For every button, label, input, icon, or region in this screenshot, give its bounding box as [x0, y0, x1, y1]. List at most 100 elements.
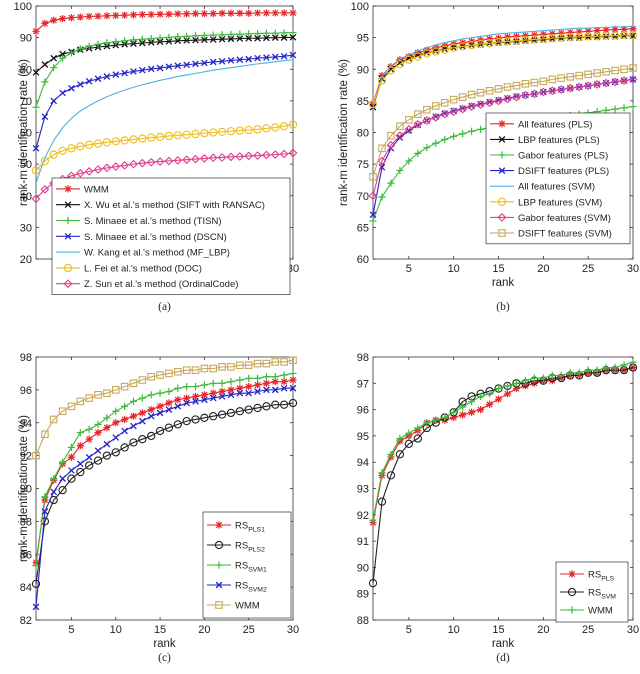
data-point [521, 36, 530, 45]
data-point [130, 68, 137, 75]
x-tick-label: 20 [198, 624, 210, 636]
data-point [254, 34, 261, 42]
data-point [245, 55, 253, 63]
data-point [41, 430, 49, 439]
data-point [405, 157, 413, 165]
data-point [121, 415, 129, 424]
data-point [253, 403, 262, 413]
legend-entry: X. Wu et al.'s method (SIFT with RANSAC) [84, 200, 265, 211]
data-point [289, 51, 297, 59]
data-point [593, 366, 601, 374]
data-point [395, 60, 405, 69]
data-point [173, 131, 182, 140]
data-point [387, 179, 395, 187]
legend-entry: W. Kang et al.'s method (MF_LBP) [84, 248, 230, 259]
data-point [413, 52, 422, 61]
data-point [629, 358, 637, 366]
data-point [120, 136, 129, 145]
data-point [236, 35, 244, 42]
legend-entry: WMM [588, 606, 613, 617]
y-tick-label: 98 [20, 352, 32, 364]
legend: RSPLS RSSVM WMM [555, 561, 629, 623]
data-point [183, 394, 191, 402]
data-point [111, 386, 120, 394]
data-point [174, 384, 182, 392]
legend-entry: DSIFT features (PLS) [518, 166, 609, 177]
data-point [423, 49, 431, 57]
data-point [369, 516, 377, 524]
y-tick-label: 90 [20, 33, 32, 45]
data-point [476, 88, 485, 97]
data-point [218, 393, 226, 400]
data-point [182, 155, 192, 165]
series-line [35, 152, 294, 200]
data-point [227, 363, 235, 371]
data-point [450, 413, 458, 422]
data-point [583, 81, 593, 91]
data-point [485, 35, 494, 43]
data-point [432, 416, 440, 424]
series-line [35, 59, 294, 184]
data-point [67, 474, 76, 483]
data-point [611, 66, 619, 75]
data-point [494, 37, 503, 47]
data-point [503, 382, 512, 390]
data-point [94, 429, 102, 437]
data-point [218, 363, 226, 371]
data-point [76, 142, 85, 151]
legend-entry: RSSVM2 [235, 581, 267, 594]
data-point [76, 13, 84, 21]
data-point [41, 493, 49, 501]
data-point [575, 34, 583, 41]
data-point [530, 35, 539, 44]
data-point [146, 157, 156, 167]
data-point [173, 420, 182, 429]
data-point [602, 67, 610, 76]
data-point [279, 149, 289, 159]
data-point [270, 150, 280, 160]
data-point [103, 39, 111, 47]
legend-entry: RSSVM1 [235, 561, 267, 574]
data-point [227, 378, 235, 386]
data-point [76, 460, 84, 468]
data-point [32, 603, 40, 611]
data-point [253, 9, 262, 17]
data-point [245, 374, 253, 382]
data-point [459, 403, 467, 411]
y-tick-label: 50 [20, 159, 32, 171]
data-point [209, 58, 217, 66]
data-point [120, 161, 129, 170]
series-6 [31, 120, 298, 175]
x-tick-label: 30 [287, 624, 299, 636]
data-point [503, 390, 512, 398]
data-point [236, 30, 244, 38]
data-point [566, 369, 574, 377]
data-point [236, 376, 244, 384]
data-point [201, 396, 208, 404]
data-point [76, 45, 84, 53]
legend-marker [214, 540, 224, 550]
data-point [494, 395, 503, 403]
data-point [575, 369, 583, 377]
data-point [130, 40, 137, 47]
data-point [620, 32, 628, 40]
data-point [271, 29, 279, 37]
series-7 [368, 74, 638, 201]
x-axis-label: rank [492, 277, 515, 289]
data-point [67, 402, 76, 411]
chart-b: 5 10 15 20 25 30 60 65 70 75 80 85 90 95 100 rank rank-m… [338, 1, 639, 313]
data-point [458, 104, 468, 114]
data-point [458, 93, 467, 101]
data-point [548, 30, 556, 38]
data-point [147, 10, 155, 19]
series-4 [32, 51, 297, 152]
data-point [431, 47, 440, 56]
legend-entry: WMM [235, 601, 260, 612]
data-point [112, 71, 120, 78]
data-point [476, 406, 485, 414]
data-point [192, 36, 199, 44]
data-point [584, 32, 593, 41]
data-point [494, 384, 503, 393]
data-point [468, 398, 476, 406]
data-point [85, 394, 93, 402]
